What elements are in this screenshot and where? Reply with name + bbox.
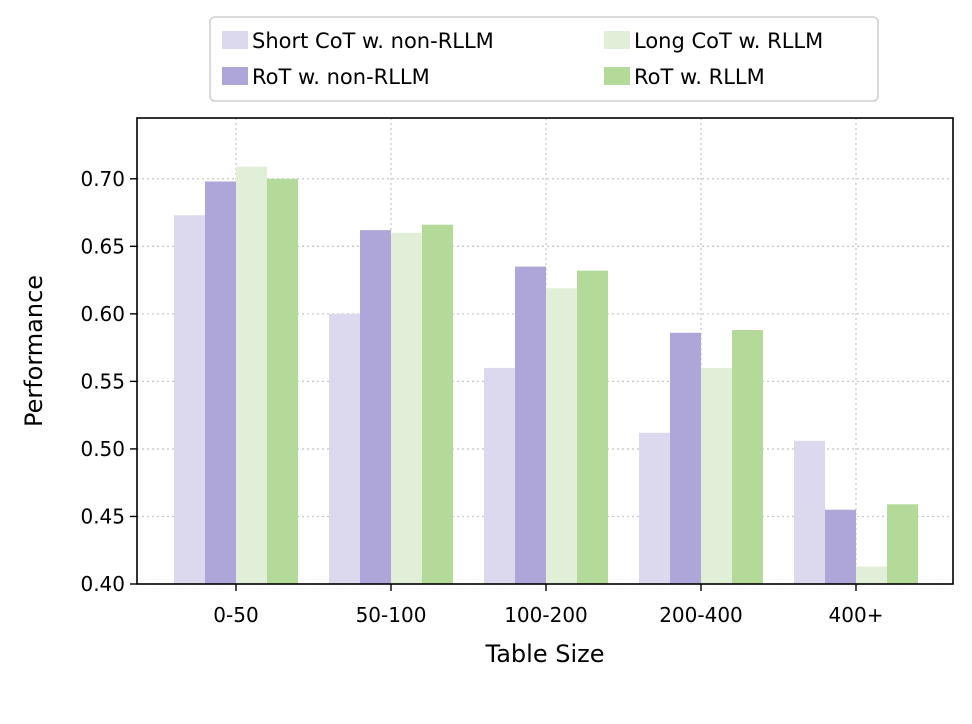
bar [267,178,298,585]
bar [205,181,236,584]
bar [670,332,701,584]
y-tick-label: 0.60 [80,302,125,326]
x-tick-label: 100-200 [504,603,588,627]
legend-label: RoT w. RLLM [634,65,765,89]
legend-swatch [222,67,248,85]
legend-label: Short CoT w. non-RLLM [252,29,494,53]
bar [825,509,856,584]
legend-swatch [604,67,630,85]
bar [515,266,546,584]
x-axis-ticks: 0-50 50-100 100-200 200-400 400+ [213,584,883,627]
y-tick-label: 0.70 [80,167,125,191]
x-tick-label: 0-50 [213,603,258,627]
bar [422,224,453,584]
bar [856,566,887,584]
y-axis-title: Performance [20,275,48,427]
legend-swatch [222,31,248,49]
bar [546,288,577,584]
bar [391,232,422,585]
x-tick-label: 400+ [829,603,884,627]
bar [732,330,763,584]
bar [639,432,670,584]
y-tick-label: 0.50 [80,437,125,461]
x-tick-label: 50-100 [356,603,427,627]
legend-label: RoT w. non-RLLM [252,65,430,89]
y-tick-label: 0.65 [80,234,125,258]
y-tick-label: 0.55 [80,369,125,393]
x-axis-title: Table Size [485,640,605,668]
bar [360,230,391,584]
legend-box [209,16,879,102]
bar [329,313,360,584]
bar [794,440,825,584]
y-tick-label: 0.40 [80,572,125,596]
y-tick-label: 0.45 [80,504,125,528]
bars [174,166,918,585]
bar [701,367,732,584]
bar [174,215,205,584]
legend-swatch [604,31,630,49]
plot-area-frame [136,117,954,585]
y-axis-ticks: 0.40 0.45 0.50 0.55 0.60 0.65 0.70 [80,167,137,596]
bar [236,166,267,584]
x-tick-label: 200-400 [659,603,743,627]
bar [484,367,515,584]
legend: Short CoT w. non-RLLM RoT w. non-RLLM Long… [209,16,879,102]
bar [577,270,608,584]
legend-label: Long CoT w. RLLM [634,29,823,53]
bar [887,504,918,584]
